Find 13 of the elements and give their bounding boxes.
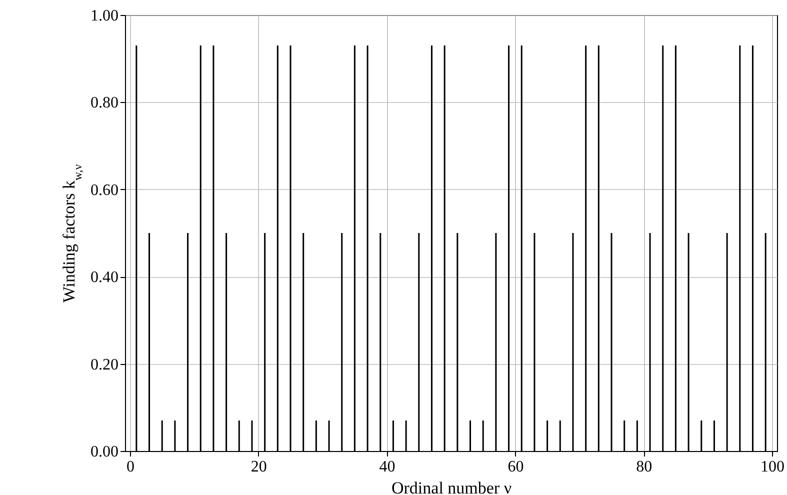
x-tick-label: 100 [760, 458, 784, 476]
y-tick-label: 1.00 [90, 8, 118, 24]
x-tick-label: 20 [250, 458, 267, 476]
y-tick-label: 0.40 [90, 269, 118, 286]
x-tick-label: 40 [379, 458, 396, 476]
x-tick-label: 0 [126, 458, 134, 476]
y-tick-label: 0.80 [90, 94, 118, 112]
y-tick-label: 0.20 [90, 356, 118, 374]
x-axis-title: Ordinal number ν [391, 478, 512, 495]
x-tick-label: 80 [636, 458, 652, 476]
y-tick-label: 0.00 [90, 444, 118, 460]
x-tick-label: 60 [508, 458, 524, 476]
y-tick-label: 0.60 [90, 182, 118, 199]
